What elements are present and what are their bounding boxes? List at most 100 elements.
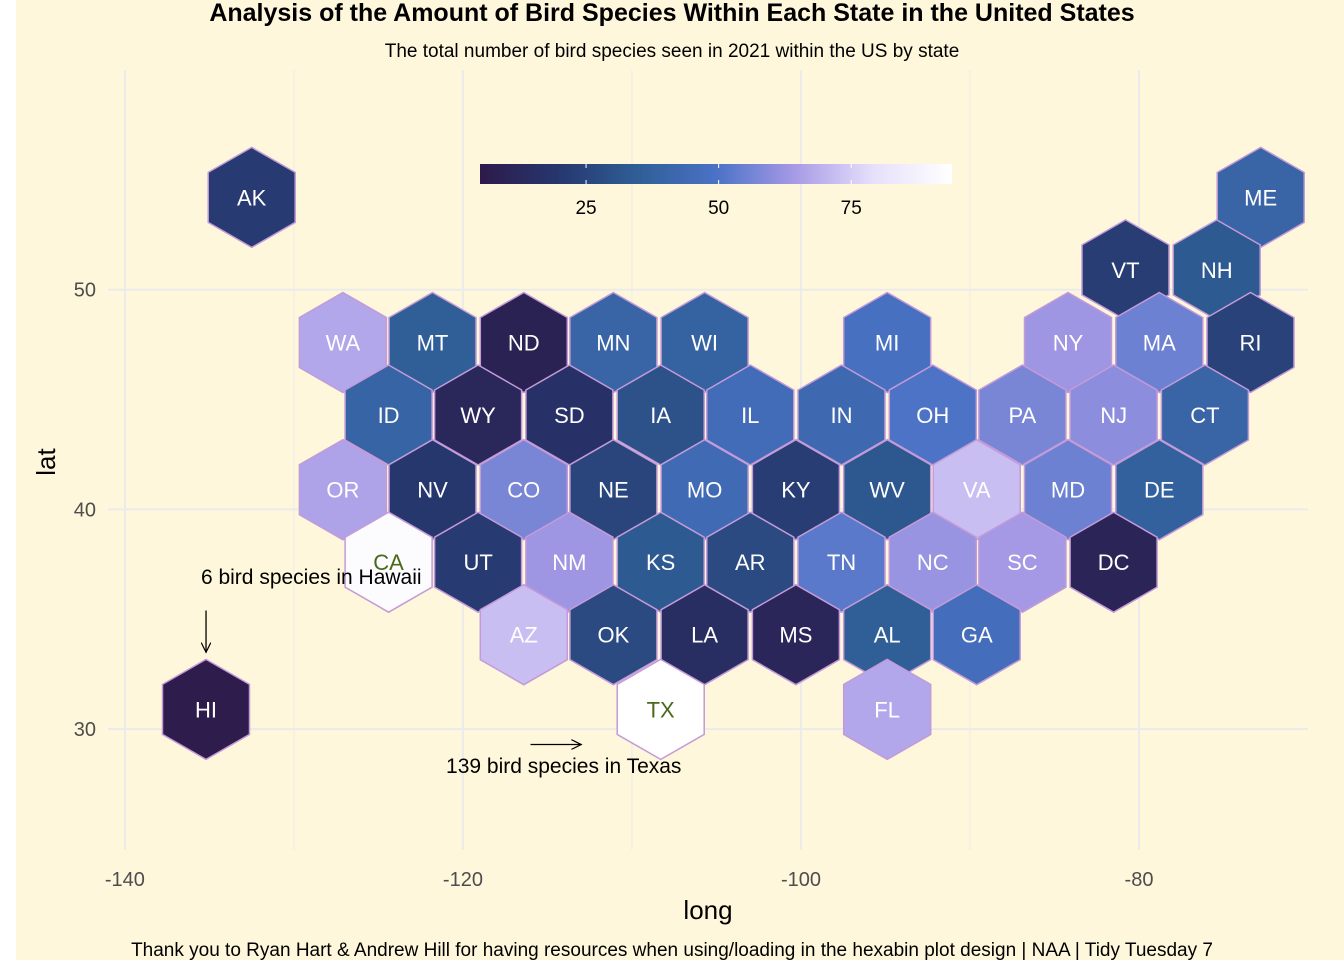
- legend-tick-label: 75: [841, 198, 862, 219]
- hex-shape: [298, 438, 388, 541]
- hex-label: CT: [1190, 403, 1219, 428]
- hex-dc: DC: [1069, 511, 1158, 614]
- hex-shape: [797, 364, 886, 466]
- hex-label: VT: [1111, 258, 1139, 283]
- hex-ar: AR: [706, 511, 795, 614]
- legend-colorbar: [480, 164, 952, 184]
- hex-shape: [161, 658, 251, 761]
- hex-label: KY: [781, 478, 811, 503]
- chart-subtitle: The total number of bird species seen in…: [385, 41, 960, 62]
- hex-la: LA: [660, 583, 749, 686]
- hex-shape: [479, 438, 569, 541]
- annotation-text: 139 bird species in Texas: [446, 755, 681, 778]
- hex-oh: OH: [888, 364, 978, 466]
- hex-label: IN: [831, 403, 853, 428]
- hex-label: OH: [916, 403, 949, 428]
- hex-label: MA: [1143, 330, 1176, 355]
- hex-shape: [751, 438, 841, 541]
- hex-label: OK: [597, 623, 629, 648]
- hex-shape: [1069, 511, 1158, 614]
- hex-il: IL: [706, 364, 795, 466]
- hex-nd: ND: [479, 291, 569, 394]
- hex-pa: PA: [978, 364, 1067, 466]
- hex-label: TN: [827, 550, 856, 575]
- hex-shape: [1023, 291, 1113, 394]
- hex-label: WI: [691, 330, 718, 355]
- hex-shape: [1069, 364, 1158, 466]
- hex-label: AK: [237, 185, 267, 210]
- hex-wv: WV: [842, 438, 932, 541]
- hexagon-layer: AK ME VT NH WA MT ND MN WI MI NY MA RI ID WY SD IA IL IN OH…: [161, 146, 1305, 761]
- y-tick-label: 50: [74, 280, 96, 302]
- x-tick-label: -100: [781, 869, 821, 891]
- hex-ms: MS: [751, 583, 841, 686]
- hex-label: MS: [779, 623, 812, 648]
- x-tick-label: -140: [105, 869, 145, 891]
- hex-label: NC: [917, 550, 949, 575]
- hex-shape: [207, 146, 296, 249]
- legend-tick-label: 25: [575, 198, 596, 219]
- hex-label: AZ: [510, 623, 538, 648]
- hex-tx: TX: [616, 658, 705, 761]
- hex-shape: [706, 511, 795, 614]
- hex-label: MO: [687, 478, 722, 503]
- axes: -140 -120 -100 -80 30 40 50: [74, 280, 1154, 891]
- hex-label: MN: [596, 330, 630, 355]
- hex-label: CO: [507, 478, 540, 503]
- color-legend: 25 50 75: [480, 164, 952, 219]
- hex-shape: [978, 364, 1067, 466]
- x-tick-label: -120: [443, 869, 483, 891]
- hex-ma: MA: [1115, 291, 1204, 394]
- annotation-text: 6 bird species in Hawaii: [201, 566, 422, 589]
- hex-label: TX: [647, 697, 675, 722]
- hex-shape: [932, 583, 1021, 686]
- hex-label: MD: [1051, 478, 1085, 503]
- hex-fl: FL: [842, 658, 932, 761]
- hex-az: AZ: [479, 583, 569, 686]
- hex-shape: [797, 511, 886, 614]
- hex-label: DE: [1144, 478, 1175, 503]
- hex-label: DC: [1098, 550, 1130, 575]
- hex-label: UT: [463, 550, 492, 575]
- hex-shape: [616, 658, 705, 761]
- hex-in: IN: [797, 364, 886, 466]
- hex-ca: CA: [344, 511, 433, 614]
- hex-shape: [479, 583, 569, 686]
- hex-label: AL: [874, 623, 901, 648]
- annotation: 139 bird species in Texas: [446, 745, 681, 778]
- hex-label: NH: [1201, 258, 1233, 283]
- hex-shape: [1160, 364, 1250, 466]
- hex-label: RI: [1240, 330, 1262, 355]
- hex-label: WY: [460, 403, 496, 428]
- hex-label: OR: [326, 478, 359, 503]
- hex-label: GA: [961, 623, 993, 648]
- hex-ks: KS: [616, 511, 705, 614]
- hex-label: NY: [1053, 330, 1084, 355]
- hex-hi: HI: [161, 658, 251, 761]
- hex-label: NJ: [1100, 403, 1127, 428]
- hex-label: AR: [735, 550, 766, 575]
- hex-label: VA: [963, 478, 991, 503]
- hex-wy: WY: [433, 364, 523, 466]
- hex-label: NM: [552, 550, 586, 575]
- hex-mi: MI: [842, 291, 932, 394]
- hex-shape: [433, 511, 523, 614]
- hex-md: MD: [1023, 438, 1113, 541]
- hex-shape: [978, 511, 1067, 614]
- chart-title: Analysis of the Amount of Bird Species W…: [209, 0, 1134, 27]
- hex-shape: [842, 438, 932, 541]
- hex-label: NV: [417, 478, 448, 503]
- hex-shape: [1023, 438, 1113, 541]
- hex-ak: AK: [207, 146, 296, 249]
- hex-ga: GA: [932, 583, 1021, 686]
- hex-va: VA: [932, 438, 1021, 541]
- hex-label: SD: [554, 403, 585, 428]
- hex-label: MT: [417, 330, 449, 355]
- hex-shape: [1206, 291, 1295, 394]
- hex-label: LA: [691, 623, 718, 648]
- legend-ticks: 25 50 75: [575, 164, 862, 219]
- hex-shape: [842, 658, 932, 761]
- hex-label: WA: [326, 330, 361, 355]
